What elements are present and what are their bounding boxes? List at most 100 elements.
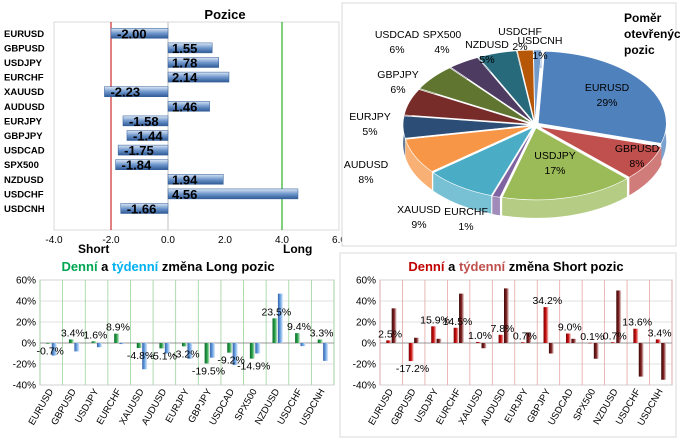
pie-slice-side <box>433 172 492 214</box>
change-data-label: 1.0% <box>468 330 492 342</box>
y-tick-label: 40% <box>356 297 376 308</box>
change-bar-weekly <box>436 338 442 343</box>
change-data-label: -3.2% <box>172 348 199 360</box>
pie-label-percent: 5% <box>362 126 377 138</box>
y-tick-label: 20% <box>16 318 36 329</box>
change-data-label: 3.4% <box>61 327 85 339</box>
change-data-label: 9.4% <box>287 321 311 333</box>
title-part: a <box>98 259 112 274</box>
ratio-pie-chart: Poměr otevřených pozic EURUSD 29% GBPUSD 8% US… <box>341 2 680 247</box>
pie-label-name: USDCHF <box>498 26 542 38</box>
position-value-label: -1.58 <box>129 114 159 129</box>
change-bar-daily <box>114 333 120 343</box>
change-data-label: 34.2% <box>532 295 562 307</box>
position-value-label: 1.46 <box>172 99 197 114</box>
position-bar <box>167 57 219 68</box>
change-bar-daily <box>655 339 661 343</box>
x-tick-label: 6.0 <box>332 235 346 246</box>
change-data-label: 0.7% <box>603 330 627 342</box>
change-data-label: -9.2% <box>217 355 244 367</box>
change-data-label: -4.8% <box>127 350 154 362</box>
change-data-label: -5.1% <box>150 350 177 362</box>
x-tick-label: -2.0 <box>102 235 120 246</box>
change-bar-weekly <box>571 338 577 343</box>
change-bar-daily <box>610 342 616 343</box>
position-value-label: 4.56 <box>172 187 197 202</box>
change-bar-weekly <box>323 343 329 361</box>
change-data-label: -14.9% <box>237 361 270 373</box>
change-data-label: 23.5% <box>261 306 291 318</box>
position-value-label: 1.78 <box>172 56 197 71</box>
y-tick-label: 60% <box>16 276 36 287</box>
position-bar <box>120 203 169 214</box>
change-data-label: 14.5% <box>443 316 473 328</box>
pie-label-percent: 9% <box>411 219 426 231</box>
y-tick-label: -40% <box>13 381 36 392</box>
x-tick-label: 4.0 <box>275 235 289 246</box>
change-data-label: 13.6% <box>622 317 652 329</box>
change-bar-weekly <box>459 293 465 343</box>
change-bar-daily <box>68 339 74 343</box>
change-bar-daily <box>453 327 459 343</box>
pie-label-percent: 1% <box>532 50 547 62</box>
y-tick-label: -20% <box>353 360 376 371</box>
pie-slice-side <box>405 139 432 190</box>
change-bar-daily <box>182 343 187 347</box>
x-tick-label: 0.0 <box>161 235 175 246</box>
pie-label-name: GBPJPY <box>377 69 418 81</box>
pie-slice-side <box>492 195 500 216</box>
change-bar-daily <box>588 342 594 344</box>
change-bar-weekly <box>255 343 261 354</box>
pie-label-name: NZDUSD <box>465 39 509 51</box>
change-bar-weekly <box>593 343 599 359</box>
pie-label-percent: 29% <box>596 97 617 109</box>
title-part: Denní <box>408 259 445 274</box>
pie-slice-usdchf <box>516 49 536 123</box>
position-category-label: EURJPY <box>4 116 43 127</box>
change-bar-daily <box>498 334 504 343</box>
pie-slice-usdjpy <box>501 127 628 201</box>
position-bar <box>167 174 224 185</box>
change-bar-weekly <box>481 343 487 349</box>
position-category-label: GBPJPY <box>4 131 43 142</box>
pie-label-name: XAUUSD <box>397 204 441 216</box>
change-bar-weekly <box>503 288 509 343</box>
pie-label-percent: 8% <box>629 158 644 170</box>
change-bar-daily <box>46 343 52 344</box>
positions-chart: Pozice -2.001.551.782.14-2.231.46-1.58-1… <box>4 7 346 256</box>
change-bar-daily <box>633 328 639 343</box>
change-bar-daily <box>408 343 414 362</box>
pie-slice-audusd <box>405 125 532 172</box>
positions-chart-title: Pozice <box>204 7 245 22</box>
pie-title-line: otevřených <box>624 27 680 41</box>
position-bar <box>110 28 169 39</box>
position-category-label: AUDUSD <box>4 102 45 113</box>
position-category-label: USDJPY <box>4 58 43 69</box>
pie-slice-spx500 <box>450 57 534 123</box>
position-bar <box>122 115 169 127</box>
change-data-label: -19.5% <box>192 365 225 377</box>
change-bar-weekly <box>119 343 125 345</box>
position-value-label: 1.55 <box>172 41 197 56</box>
pie-title-line: pozic <box>624 43 655 57</box>
x-tick-label: -4.0 <box>45 235 63 246</box>
pie-label-name: EURUSD <box>585 82 630 94</box>
pie-label-percent: 5% <box>479 54 494 66</box>
long-annotation: Long <box>283 242 312 256</box>
change-data-label: 3.4% <box>648 327 672 339</box>
title-part: týdenní <box>459 259 506 274</box>
change-bar-daily <box>136 343 142 349</box>
change-bar-daily <box>295 333 301 343</box>
y-tick-label: -40% <box>353 381 376 392</box>
change-bar-daily <box>227 343 233 353</box>
change-bar-weekly <box>142 343 148 370</box>
change-bar-weekly <box>187 343 193 359</box>
pie-slice-side <box>629 146 662 196</box>
pie-label-name: EURCHF <box>444 206 488 218</box>
position-bar <box>167 71 230 83</box>
change-bar-daily <box>521 342 526 343</box>
change-bar-weekly <box>96 343 102 348</box>
change-data-label: 8.9% <box>106 322 130 334</box>
title-part: změna Long pozic <box>158 259 274 274</box>
pie-slice-eurusd <box>537 51 667 144</box>
